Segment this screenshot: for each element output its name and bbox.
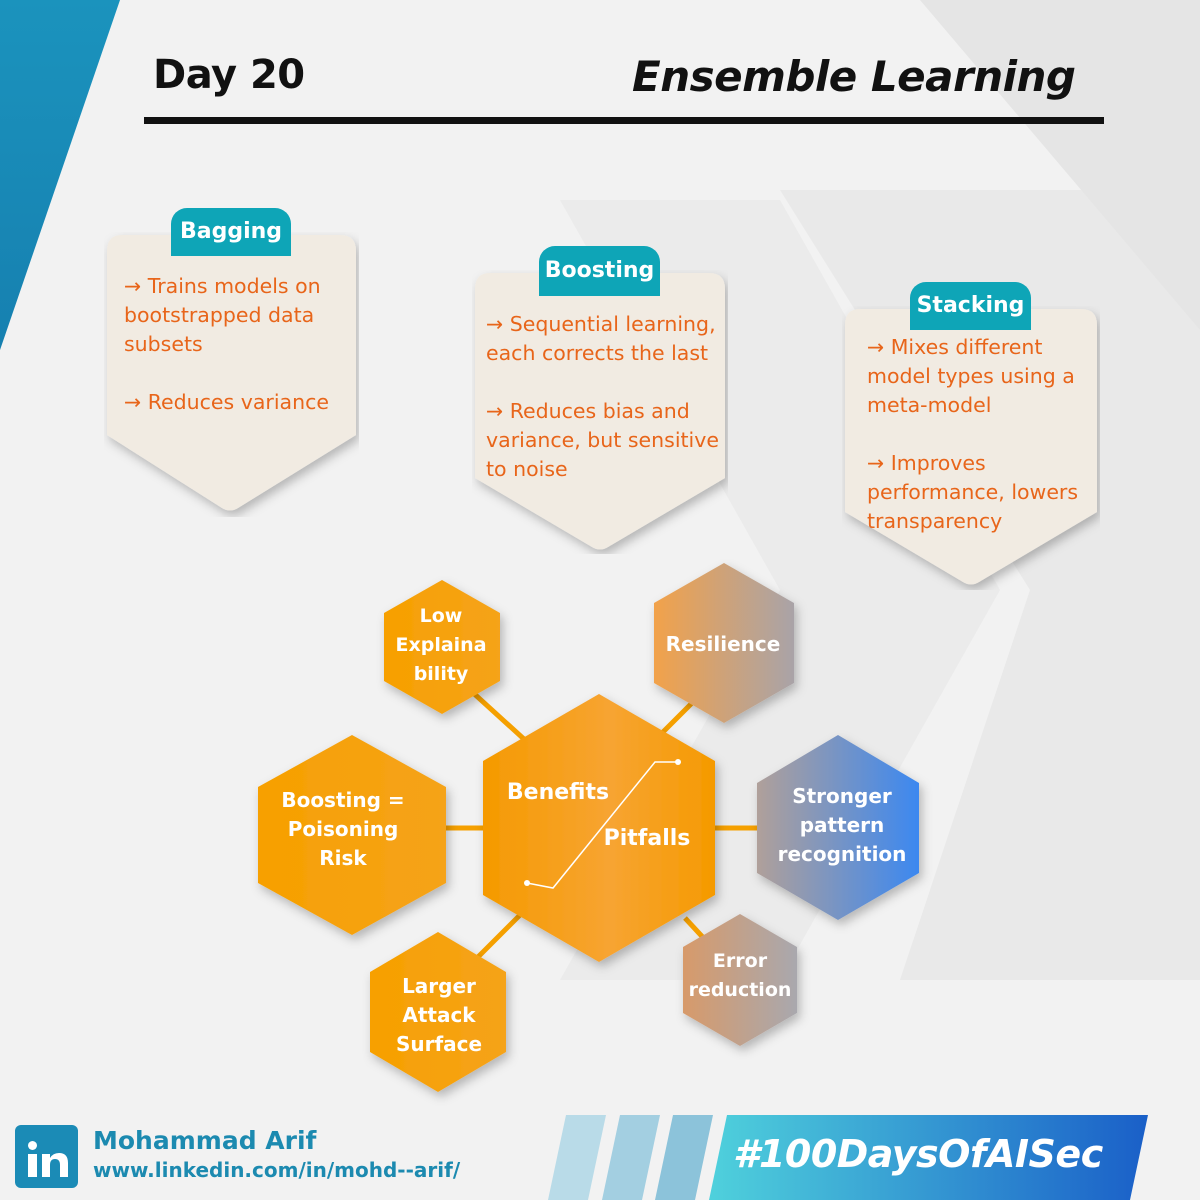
hex-label-stronger-pattern: Stronger pattern recognition <box>777 783 907 866</box>
center-divider-line <box>526 761 678 889</box>
linkedin-icon-bar <box>28 1154 37 1177</box>
author-name: Mohammad Arif <box>93 1126 317 1155</box>
tag-bagging: Bagging <box>171 208 291 256</box>
center-benefits-label: Benefits <box>506 779 610 805</box>
hex-label-low-explainability: Low Explaina bility <box>395 604 487 685</box>
stacking-point-1: → Mixes different model types using a me… <box>867 335 1075 417</box>
boosting-point-1: → Sequential learning, each corrects the… <box>486 312 716 365</box>
card-shape <box>475 273 725 550</box>
page-title: Ensemble Learning <box>632 52 1076 101</box>
bagging-point-2: → Reduces variance <box>124 390 329 414</box>
hex-label-larger-attack: Larger Attack Surface <box>395 973 483 1056</box>
bagging-point-1: → Trains models on bootstrapped data sub… <box>124 274 321 356</box>
tag-boosting: Boosting <box>539 246 660 296</box>
boosting-point-2: → Reduces bias and variance, but sensiti… <box>486 399 719 481</box>
card-stacking <box>842 306 1100 590</box>
profile-url[interactable]: www.linkedin.com/in/mohd--arif/ <box>93 1158 461 1182</box>
hex-boosting-poisoning <box>258 735 446 935</box>
card-boosting-text: → Sequential learning, each corrects the… <box>486 310 728 484</box>
linkedin-icon-n <box>42 1153 68 1177</box>
hex-center <box>483 694 715 962</box>
linkedin-icon[interactable] <box>15 1125 78 1188</box>
card-bagging <box>104 232 359 517</box>
hex-resilience <box>654 563 794 723</box>
divider-dot <box>675 759 681 765</box>
center-pitfalls-label: Pitfalls <box>603 825 691 851</box>
hashtag-banner: #100DaysOfAISec <box>733 1132 1103 1176</box>
card-boosting <box>472 270 728 554</box>
hex-label-error-reduction: Error reduction <box>688 950 792 1001</box>
stacking-point-2: → Improves performance, lowers transpare… <box>867 451 1079 533</box>
hex-low-explainability <box>384 580 500 714</box>
title-underline <box>144 117 1104 124</box>
card-stacking-text: → Mixes different model types using a me… <box>867 333 1097 536</box>
card-shape <box>107 235 356 511</box>
hex-label-resilience: Resilience <box>665 631 781 656</box>
linkedin-icon-dot <box>28 1141 37 1150</box>
hex-larger-attack <box>370 932 506 1092</box>
tag-stacking: Stacking <box>910 282 1031 330</box>
day-label: Day 20 <box>153 52 305 98</box>
divider-dot <box>524 880 530 886</box>
card-shape <box>845 309 1097 585</box>
hex-error-reduction <box>683 914 797 1046</box>
card-bagging-text: → Trains models on bootstrapped data sub… <box>124 272 349 417</box>
hex-stronger-pattern <box>757 735 919 920</box>
hex-label-boosting-poisoning: Boosting = Poisoning Risk <box>281 787 405 870</box>
